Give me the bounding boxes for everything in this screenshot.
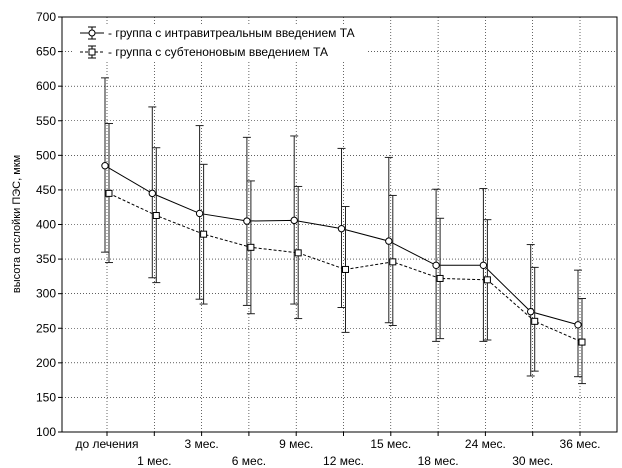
- series-2-line: [108, 192, 583, 343]
- legend-marker-series-1: [88, 29, 96, 37]
- data-point: [152, 212, 160, 220]
- y-axis: 100 150 200 250 300 350 400 450 500 550 600 650 700: [36, 10, 62, 439]
- y-tick-label: 150: [36, 390, 56, 404]
- x-tick-label: 3 мес.: [184, 437, 218, 451]
- y-tick-label: 600: [36, 79, 56, 93]
- series-1: [101, 77, 582, 378]
- series-group: [101, 77, 586, 385]
- data-point: [337, 224, 346, 233]
- legend: - группа с интравитреальным введением ТА…: [74, 24, 366, 62]
- legend-box: [74, 24, 366, 62]
- data-point: [574, 321, 582, 329]
- data-point: [200, 230, 208, 238]
- data-point: [432, 261, 440, 270]
- legend-item-series-2: - группа с субтеноновым введением ТА: [80, 45, 328, 59]
- legend-marker-series-2: [88, 48, 96, 56]
- data-point: [148, 189, 157, 198]
- data-point: [105, 189, 113, 197]
- y-tick-label: 650: [36, 45, 56, 59]
- y-tick-label: 350: [36, 252, 56, 266]
- data-point: [294, 249, 302, 257]
- data-point: [527, 307, 535, 316]
- data-point: [101, 162, 109, 170]
- x-tick-label: 6 мес.: [232, 454, 266, 468]
- y-tick-label: 700: [36, 10, 56, 24]
- x-tick-label: 30 мес.: [512, 454, 553, 468]
- y-tick-label: 250: [36, 321, 56, 335]
- x-tick-label: 15 мес.: [370, 437, 411, 451]
- x-tick-label: 36 мес.: [560, 437, 601, 451]
- y-tick-label: 300: [36, 287, 56, 301]
- y-tick-label: 450: [36, 183, 56, 197]
- data-point: [290, 216, 298, 225]
- y-tick-label: 200: [36, 356, 56, 370]
- x-tick-label: 24 мес.: [465, 437, 506, 451]
- data-point: [195, 209, 204, 218]
- data-point: [389, 258, 397, 266]
- y-tick-label: 500: [36, 148, 56, 162]
- y-tick-label: 550: [36, 114, 56, 128]
- x-axis: до лечения 1 мес. 3 мес. 6 мес. 9 мес. 12 мес…: [75, 432, 600, 468]
- legend-label-series-1: - группа с интравитреальным введением ТА: [108, 26, 355, 40]
- data-point: [479, 261, 488, 270]
- data-point: [243, 217, 251, 225]
- data-point: [578, 338, 586, 346]
- series-2: [105, 123, 586, 385]
- x-tick-label: 18 мес.: [418, 454, 459, 468]
- data-point: [247, 243, 255, 251]
- y-axis-label: высота отслойки ПЭС, мкм: [11, 155, 23, 293]
- data-point: [342, 265, 349, 273]
- legend-label-series-2: - группа с субтеноновым введением ТА: [108, 45, 328, 59]
- data-point: [483, 276, 491, 284]
- data-point: [531, 317, 539, 325]
- x-tick-label: до лечения: [75, 437, 138, 451]
- legend-item-series-1: - группа с интравитреальным введением ТА: [80, 26, 355, 40]
- x-tick-label: 9 мес.: [279, 437, 313, 451]
- x-tick-label: 1 мес.: [137, 454, 171, 468]
- gridlines: [62, 17, 617, 432]
- y-tick-label: 100: [36, 425, 56, 439]
- data-point: [436, 274, 444, 282]
- data-point: [385, 237, 393, 245]
- y-tick-label: 400: [36, 218, 56, 232]
- x-tick-label: 12 мес.: [323, 454, 364, 468]
